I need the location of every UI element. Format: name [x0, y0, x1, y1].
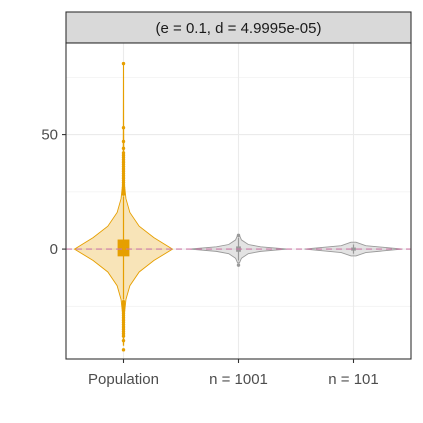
outlier-point [121, 61, 126, 66]
facet-title: (e = 0.1, d = 4.9995e-05) [156, 20, 322, 37]
outlier-point [121, 151, 126, 155]
outlier-point [121, 348, 126, 352]
y-tick-label: 50 [41, 127, 58, 144]
y-tick-label: 0 [50, 241, 58, 258]
violin-layer [66, 61, 411, 352]
x-tick-label: Population [88, 371, 159, 388]
outlier-point [121, 338, 126, 343]
outlier-point [121, 334, 126, 338]
facet-strip: (e = 0.1, d = 4.9995e-05) [65, 11, 412, 44]
outlier-point [121, 139, 126, 144]
y-axis: 0 50 [41, 127, 66, 258]
outlier-point [236, 263, 241, 267]
plot-panel [65, 42, 412, 360]
box [117, 239, 130, 257]
x-tick-label: n = 1001 [209, 371, 268, 388]
x-tick-label: n = 101 [328, 371, 378, 388]
outlier-point [121, 146, 126, 151]
x-axis: Population n = 1001 n = 101 [88, 359, 379, 388]
outlier-point [236, 233, 241, 238]
outlier-point [121, 126, 126, 130]
violin-group [73, 61, 174, 352]
